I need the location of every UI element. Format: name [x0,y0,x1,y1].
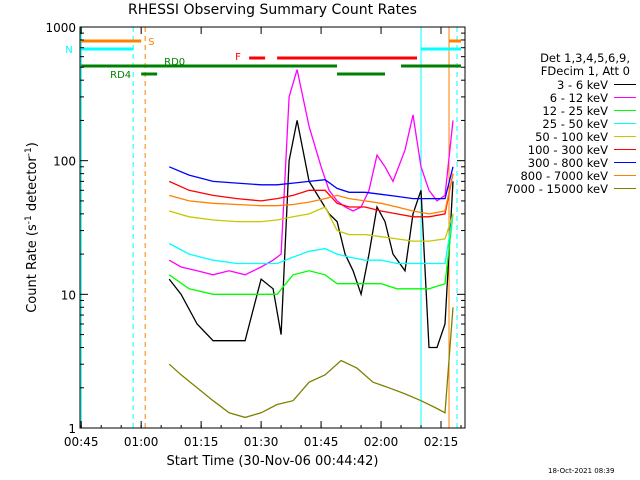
legend-swatch [614,136,636,137]
state-bar-label-rd0: RD0 [164,57,185,68]
legend-entry: 100 - 300 keV [480,142,636,157]
legend-swatch [614,97,636,98]
legend-entry: 50 - 100 keV [480,129,636,144]
legend-header-line-2: FDecim 1, Att 0 [540,64,630,78]
x-tick-label-4: 01:45 [304,435,339,449]
legend-swatch [614,84,636,85]
timestamp: 18-Oct-2021 08:39 [548,467,615,475]
series-line-0 [168,120,454,349]
legend-entry: 12 - 25 keV [480,103,636,118]
legend-entry-label: 6 - 12 keV [549,90,608,105]
y-tick-label-0: 1 [68,422,76,436]
legend-entry-label: 7000 - 15000 keV [505,181,608,196]
legend-entry-label: 300 - 800 keV [527,155,608,170]
x-tick-label-3: 01:30 [244,435,279,449]
state-bar-label-rd4: RD4 [110,70,131,81]
state-bar-label-f: F [235,52,241,63]
legend-entry: 6 - 12 keV [480,90,636,105]
legend-entry: 300 - 800 keV [480,155,636,170]
legend: Det 1,3,4,5,6,9, FDecim 1, Att 0 3 - 6 k… [480,51,636,196]
x-tick-label-0: 00:45 [64,435,99,449]
legend-swatch [614,149,636,150]
plot-frame [79,26,466,429]
legend-entry: 3 - 6 keV [480,77,636,92]
series-line-6 [168,166,454,200]
y-tick-label-3: 1000 [45,21,76,35]
series-line-8 [168,307,454,419]
legend-entry-label: 800 - 7000 keV [520,168,608,183]
y-axis-label: Count Rate (s-1 detector-1) [24,142,40,313]
x-tick-label-5: 02:00 [364,435,399,449]
legend-entry-label: 3 - 6 keV [557,77,608,92]
series-line-3 [168,213,454,265]
chart-title: RHESSI Observing Summary Count Rates [128,2,417,18]
series-line-7 [169,173,454,215]
legend-entry-label: 100 - 300 keV [527,142,608,157]
series-line-1 [168,69,454,276]
legend-entry-label: 50 - 100 keV [535,129,608,144]
legend-entries: 3 - 6 keV 6 - 12 keV 12 - 25 keV 25 - 50 ke… [480,77,636,196]
legend-entry: 7000 - 15000 keV [480,181,636,196]
x-tick-label-6: 02:15 [424,435,459,449]
x-tick-label-1: 01:00 [124,435,159,449]
y-tick-label-2: 100 [53,155,76,169]
y-tick-label-1: 10 [61,288,76,302]
legend-entry: 25 - 50 keV [480,116,636,131]
series-line-2 [168,213,454,295]
x-tick-label-2: 01:15 [184,435,219,449]
legend-swatch [614,110,636,111]
series-line-4 [169,206,454,242]
legend-header-line-1: Det 1,3,4,5,6,9, [540,51,630,65]
legend-entry-label: 12 - 25 keV [542,103,608,118]
legend-swatch [614,123,636,124]
legend-swatch [614,175,636,176]
legend-swatch [614,188,636,189]
legend-swatch [614,162,636,163]
legend-entry-label: 25 - 50 keV [542,116,608,131]
legend-entry: 800 - 7000 keV [480,168,636,183]
x-axis-label: Start Time (30-Nov-06 00:44:42) [166,454,379,469]
state-bar-label-n: N [65,45,72,56]
state-bar-label-s: S [148,37,154,48]
